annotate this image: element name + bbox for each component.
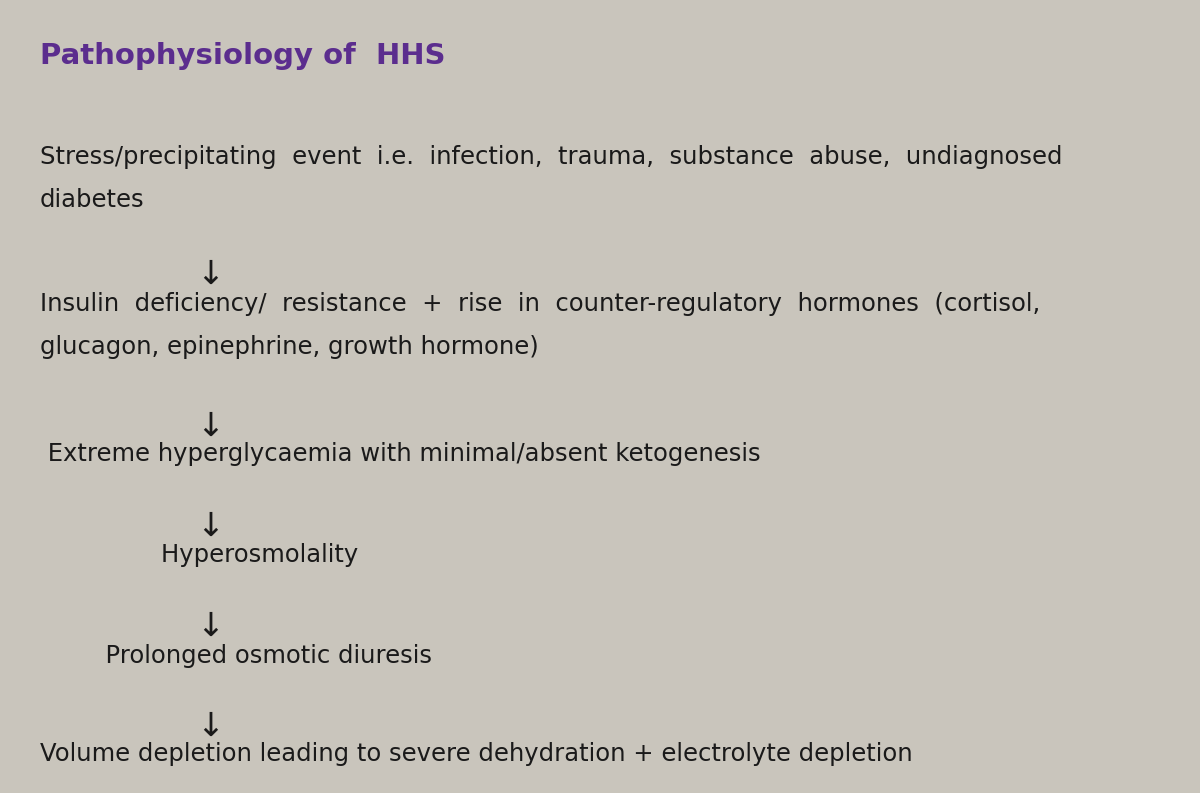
- Text: Stress/precipitating  event  i.e.  infection,  trauma,  substance  abuse,  undia: Stress/precipitating event i.e. infectio…: [40, 145, 1062, 212]
- Text: Hyperosmolality: Hyperosmolality: [130, 543, 359, 567]
- Text: ↓: ↓: [196, 710, 224, 743]
- Text: Volume depletion leading to severe dehydration + electrolyte depletion: Volume depletion leading to severe dehyd…: [40, 742, 913, 766]
- Text: ↓: ↓: [196, 410, 224, 443]
- Text: ↓: ↓: [196, 610, 224, 643]
- Text: Pathophysiology of  HHS: Pathophysiology of HHS: [40, 42, 445, 70]
- Text: Prolonged osmotic diuresis: Prolonged osmotic diuresis: [90, 644, 432, 668]
- Text: Insulin  deficiency/  resistance  +  rise  in  counter-regulatory  hormones  (co: Insulin deficiency/ resistance + rise in…: [40, 292, 1040, 359]
- Text: Extreme hyperglycaemia with minimal/absent ketogenesis: Extreme hyperglycaemia with minimal/abse…: [40, 442, 761, 466]
- Text: ↓: ↓: [196, 258, 224, 291]
- Text: ↓: ↓: [196, 510, 224, 543]
